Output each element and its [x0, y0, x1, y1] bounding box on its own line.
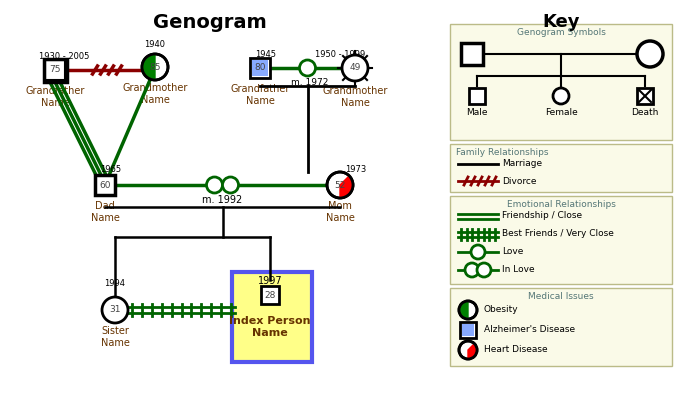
Text: Marriage: Marriage — [502, 160, 542, 168]
Bar — [450, 196, 672, 284]
Circle shape — [142, 54, 168, 80]
Text: 52: 52 — [335, 180, 345, 190]
Bar — [450, 288, 672, 366]
Text: 1940: 1940 — [144, 40, 165, 49]
Circle shape — [471, 245, 485, 259]
Text: Emotional Relationships: Emotional Relationships — [507, 200, 615, 209]
Bar — [460, 322, 476, 338]
Text: m. 1992: m. 1992 — [203, 195, 243, 205]
Text: Death: Death — [631, 108, 659, 117]
Text: Grandfather
Name: Grandfather Name — [25, 86, 85, 108]
Bar — [637, 88, 653, 104]
Text: Family Relationships: Family Relationships — [456, 148, 549, 157]
Circle shape — [207, 177, 222, 193]
Circle shape — [465, 263, 479, 277]
Text: 28: 28 — [265, 290, 275, 300]
Bar — [461, 43, 483, 65]
Polygon shape — [142, 54, 155, 80]
Polygon shape — [340, 176, 353, 198]
Text: Key: Key — [542, 13, 580, 31]
Circle shape — [553, 88, 569, 104]
Text: 1973: 1973 — [345, 165, 367, 174]
Circle shape — [222, 177, 239, 193]
Text: Best Friends / Very Close: Best Friends / Very Close — [502, 230, 614, 238]
Circle shape — [477, 263, 491, 277]
Bar — [462, 324, 474, 336]
Text: In Love: In Love — [502, 266, 534, 274]
Text: Obesity: Obesity — [484, 306, 519, 314]
Text: Index Person
Name: Index Person Name — [229, 316, 311, 338]
Text: Grandmother
Name: Grandmother Name — [122, 83, 188, 105]
Text: Heart Disease: Heart Disease — [484, 346, 547, 354]
Bar — [450, 24, 672, 140]
Text: 49: 49 — [350, 64, 360, 72]
Text: 80: 80 — [254, 64, 266, 72]
Bar — [469, 88, 485, 104]
Text: 85: 85 — [149, 62, 160, 72]
Text: 60: 60 — [99, 180, 111, 190]
Text: Medical Issues: Medical Issues — [528, 292, 594, 301]
Circle shape — [637, 41, 663, 67]
Bar — [44, 58, 67, 82]
Text: 1950 - 1999: 1950 - 1999 — [315, 50, 365, 59]
Text: 1997: 1997 — [258, 276, 282, 286]
Text: Dad
Name: Dad Name — [90, 201, 120, 222]
Text: 1994: 1994 — [105, 279, 126, 288]
Text: 1965: 1965 — [100, 165, 121, 174]
Text: 75: 75 — [49, 66, 61, 74]
Bar — [232, 272, 312, 362]
Polygon shape — [468, 344, 477, 359]
Bar — [450, 144, 672, 192]
Text: 1945: 1945 — [255, 50, 276, 59]
Text: Grandfather
Name: Grandfather Name — [231, 84, 290, 106]
Circle shape — [327, 172, 353, 198]
Text: Love: Love — [502, 248, 524, 256]
Text: Mom
Name: Mom Name — [326, 201, 354, 222]
Circle shape — [459, 341, 477, 359]
Circle shape — [299, 60, 316, 76]
Bar — [250, 58, 270, 78]
Text: Alzheimer's Disease: Alzheimer's Disease — [484, 326, 575, 334]
Text: Sister
Name: Sister Name — [101, 326, 129, 348]
Text: m. 1972: m. 1972 — [291, 78, 328, 87]
Circle shape — [342, 55, 368, 81]
Bar — [252, 60, 268, 76]
Text: Friendship / Close: Friendship / Close — [502, 212, 582, 220]
Text: 1930 - 2005: 1930 - 2005 — [39, 52, 89, 61]
Text: Female: Female — [545, 108, 577, 117]
Polygon shape — [459, 301, 468, 319]
Bar — [45, 60, 65, 80]
Circle shape — [102, 297, 128, 323]
Bar — [261, 286, 279, 304]
Bar — [95, 175, 115, 195]
Text: Male: Male — [466, 108, 488, 117]
Text: Grandmother
Name: Grandmother Name — [322, 86, 388, 108]
Circle shape — [459, 301, 477, 319]
Text: 31: 31 — [109, 306, 121, 314]
Text: Genogram Symbols: Genogram Symbols — [517, 28, 605, 37]
Text: Divorce: Divorce — [502, 176, 537, 186]
Text: Genogram: Genogram — [153, 13, 267, 32]
